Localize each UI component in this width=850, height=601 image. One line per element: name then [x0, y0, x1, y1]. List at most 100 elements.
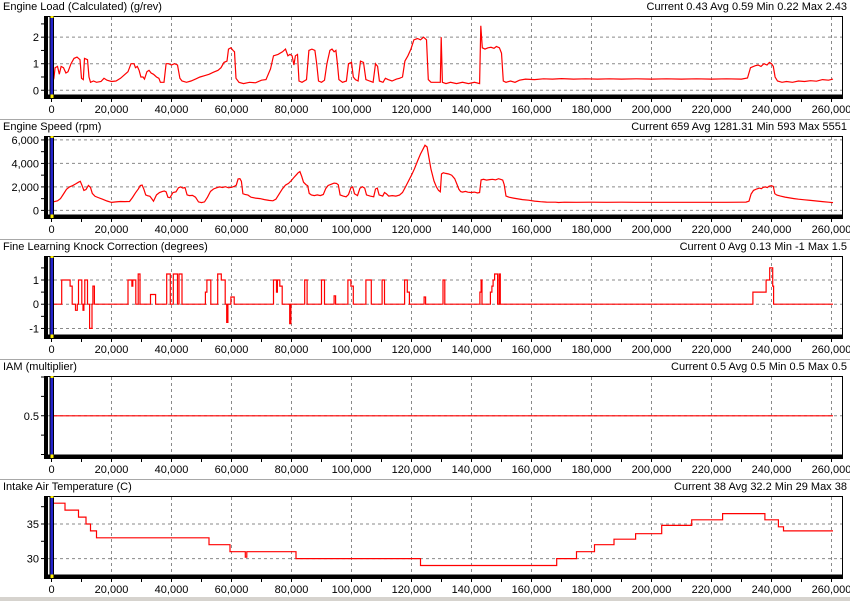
x-axis-ticks [51, 219, 832, 222]
y-tick-label: 35 [27, 519, 39, 531]
stat-value-avg: 1281.31 [713, 121, 754, 133]
cursor-bottom-handle[interactable] [50, 94, 54, 99]
chart-plot-area[interactable]: 0 2,000 4,000 6,000 0 20,000 40,000 60,000 80,00… [0, 136, 850, 240]
cursor-top-handle[interactable] [50, 496, 54, 498]
stat-label-current: Current [674, 481, 711, 493]
x-tick-label: 20,000 [95, 464, 129, 476]
x-tick-label: 80,000 [275, 464, 309, 476]
x-tick-label: 180,000 [572, 104, 612, 116]
chart-plot-area[interactable]: -1 0 1 0 20,000 40,000 60,000 80,000 100,000 120,… [0, 256, 850, 360]
cursor-top-handle[interactable] [50, 256, 54, 258]
y-tick-label: 30 [27, 554, 39, 566]
stat-label-max: Max [801, 1, 823, 13]
stat-label-max: Max [810, 481, 832, 493]
stat-value-avg: 0.13 [749, 241, 772, 253]
y-tick-label: 0.5 [24, 411, 39, 423]
x-tick-label: 120,000 [392, 104, 432, 116]
x-tick-label: 200,000 [632, 464, 672, 476]
x-tick-label: 220,000 [692, 464, 732, 476]
stat-label-current: Current [679, 241, 717, 253]
x-tick-label: 160,000 [512, 224, 552, 236]
x-tick-label: 20,000 [95, 224, 129, 236]
x-tick-label: 240,000 [752, 464, 792, 476]
y-tick-label: 0 [33, 85, 39, 97]
chart-plot-area[interactable]: 0.5 0 20,000 40,000 60,000 80,000 100,000 120,0… [0, 376, 850, 480]
stat-value-avg: 0.5 [750, 361, 766, 373]
y-tick-label: 6,000 [11, 136, 39, 147]
x-tick-label: 200,000 [632, 224, 672, 236]
stat-label-avg: Avg [727, 241, 747, 253]
x-tick-label: 180,000 [572, 464, 612, 476]
cursor-bottom-handle[interactable] [50, 454, 54, 459]
x-tick-label: 220,000 [692, 584, 732, 596]
x-tick-label: 40,000 [155, 464, 189, 476]
x-tick-label: 140,000 [452, 344, 492, 356]
y-axis-labels: 0 2,000 4,000 6,000 [11, 136, 39, 217]
y-axis-ticks [41, 506, 44, 560]
x-axis-labels: 0 20,000 40,000 60,000 80,000 100,000 120,000 1… [48, 584, 850, 596]
x-tick-label: 60,000 [215, 224, 249, 236]
x-tick-label: 20,000 [95, 104, 129, 116]
chart-plot-area[interactable]: 30 35 0 20,000 40,000 60,000 80,000 100,000 120,… [0, 496, 850, 597]
chart-panel-header: Engine Load (Calculated) (g/rev) Current… [0, 0, 850, 16]
stat-label-current: Current [631, 121, 668, 133]
gridlines [48, 497, 842, 575]
stat-value-min: 0.22 [777, 1, 799, 13]
x-axis-ticks [51, 579, 832, 582]
y-tick-label: 0 [33, 205, 39, 217]
x-tick-label: 20,000 [95, 344, 129, 356]
data-trace [51, 267, 833, 330]
cursor-bottom-handle[interactable] [50, 574, 54, 579]
position-cursor[interactable] [49, 256, 55, 339]
y-tick-label: 1 [33, 275, 39, 287]
stat-label-min: Min [768, 361, 787, 373]
y-tick-label: 2,000 [11, 182, 39, 194]
x-tick-label: 60,000 [215, 584, 249, 596]
y-tick-label: 0 [33, 299, 39, 311]
stat-label-min: Min [774, 481, 793, 493]
chart-title: Fine Learning Knock Correction (degrees) [3, 241, 208, 253]
x-tick-label: 40,000 [155, 584, 189, 596]
y-axis-ticks [41, 376, 44, 455]
cursor-top-handle[interactable] [50, 16, 54, 18]
x-tick-label: 180,000 [572, 224, 612, 236]
stat-value-current: 659 [670, 121, 690, 133]
x-tick-label: 180,000 [572, 584, 612, 596]
x-tick-label: 20,000 [95, 584, 129, 596]
x-tick-label: 140,000 [452, 104, 492, 116]
position-cursor[interactable] [49, 136, 55, 219]
x-tick-label: 0 [48, 344, 54, 356]
chart-plot-area[interactable]: 0 1 2 0 20,000 40,000 60,000 80,000 100,000 120,0… [0, 16, 850, 120]
stat-value-max: 5551 [822, 121, 847, 133]
x-tick-label: 140,000 [452, 464, 492, 476]
axis-frame [44, 256, 843, 339]
x-axis-ticks [51, 459, 832, 462]
axis-frame [44, 16, 843, 99]
stat-value-current: 0.43 [686, 1, 708, 13]
stat-label-current: Current [646, 1, 684, 13]
stat-value-max: 1.5 [831, 241, 847, 253]
y-tick-label: -1 [29, 323, 39, 335]
y-tick-label: 2 [33, 32, 39, 44]
cursor-bottom-handle[interactable] [50, 334, 54, 339]
stat-label-max: Max [798, 121, 820, 133]
x-tick-label: 80,000 [275, 104, 309, 116]
chart-stats: Current 0.43 Avg 0.59 Min 0.22 Max 2.43 [647, 1, 847, 13]
chart-title: Engine Speed (rpm) [3, 121, 102, 133]
x-tick-label: 220,000 [692, 224, 732, 236]
cursor-top-handle[interactable] [50, 136, 54, 138]
position-cursor[interactable] [49, 496, 55, 579]
y-axis-ticks [41, 139, 44, 211]
x-tick-label: 120,000 [392, 464, 432, 476]
position-cursor[interactable] [49, 376, 55, 459]
cursor-bottom-handle[interactable] [50, 214, 54, 219]
x-tick-label: 160,000 [512, 584, 552, 596]
stat-value-max: 38 [834, 481, 847, 493]
stat-value-current: 0.5 [710, 361, 727, 373]
x-tick-label: 100,000 [332, 464, 372, 476]
position-cursor[interactable] [49, 16, 55, 99]
chart-panel: Engine Load (Calculated) (g/rev) Current… [0, 0, 850, 120]
data-trace [51, 502, 833, 567]
cursor-top-handle[interactable] [50, 376, 54, 378]
x-tick-label: 260,000 [812, 344, 850, 356]
